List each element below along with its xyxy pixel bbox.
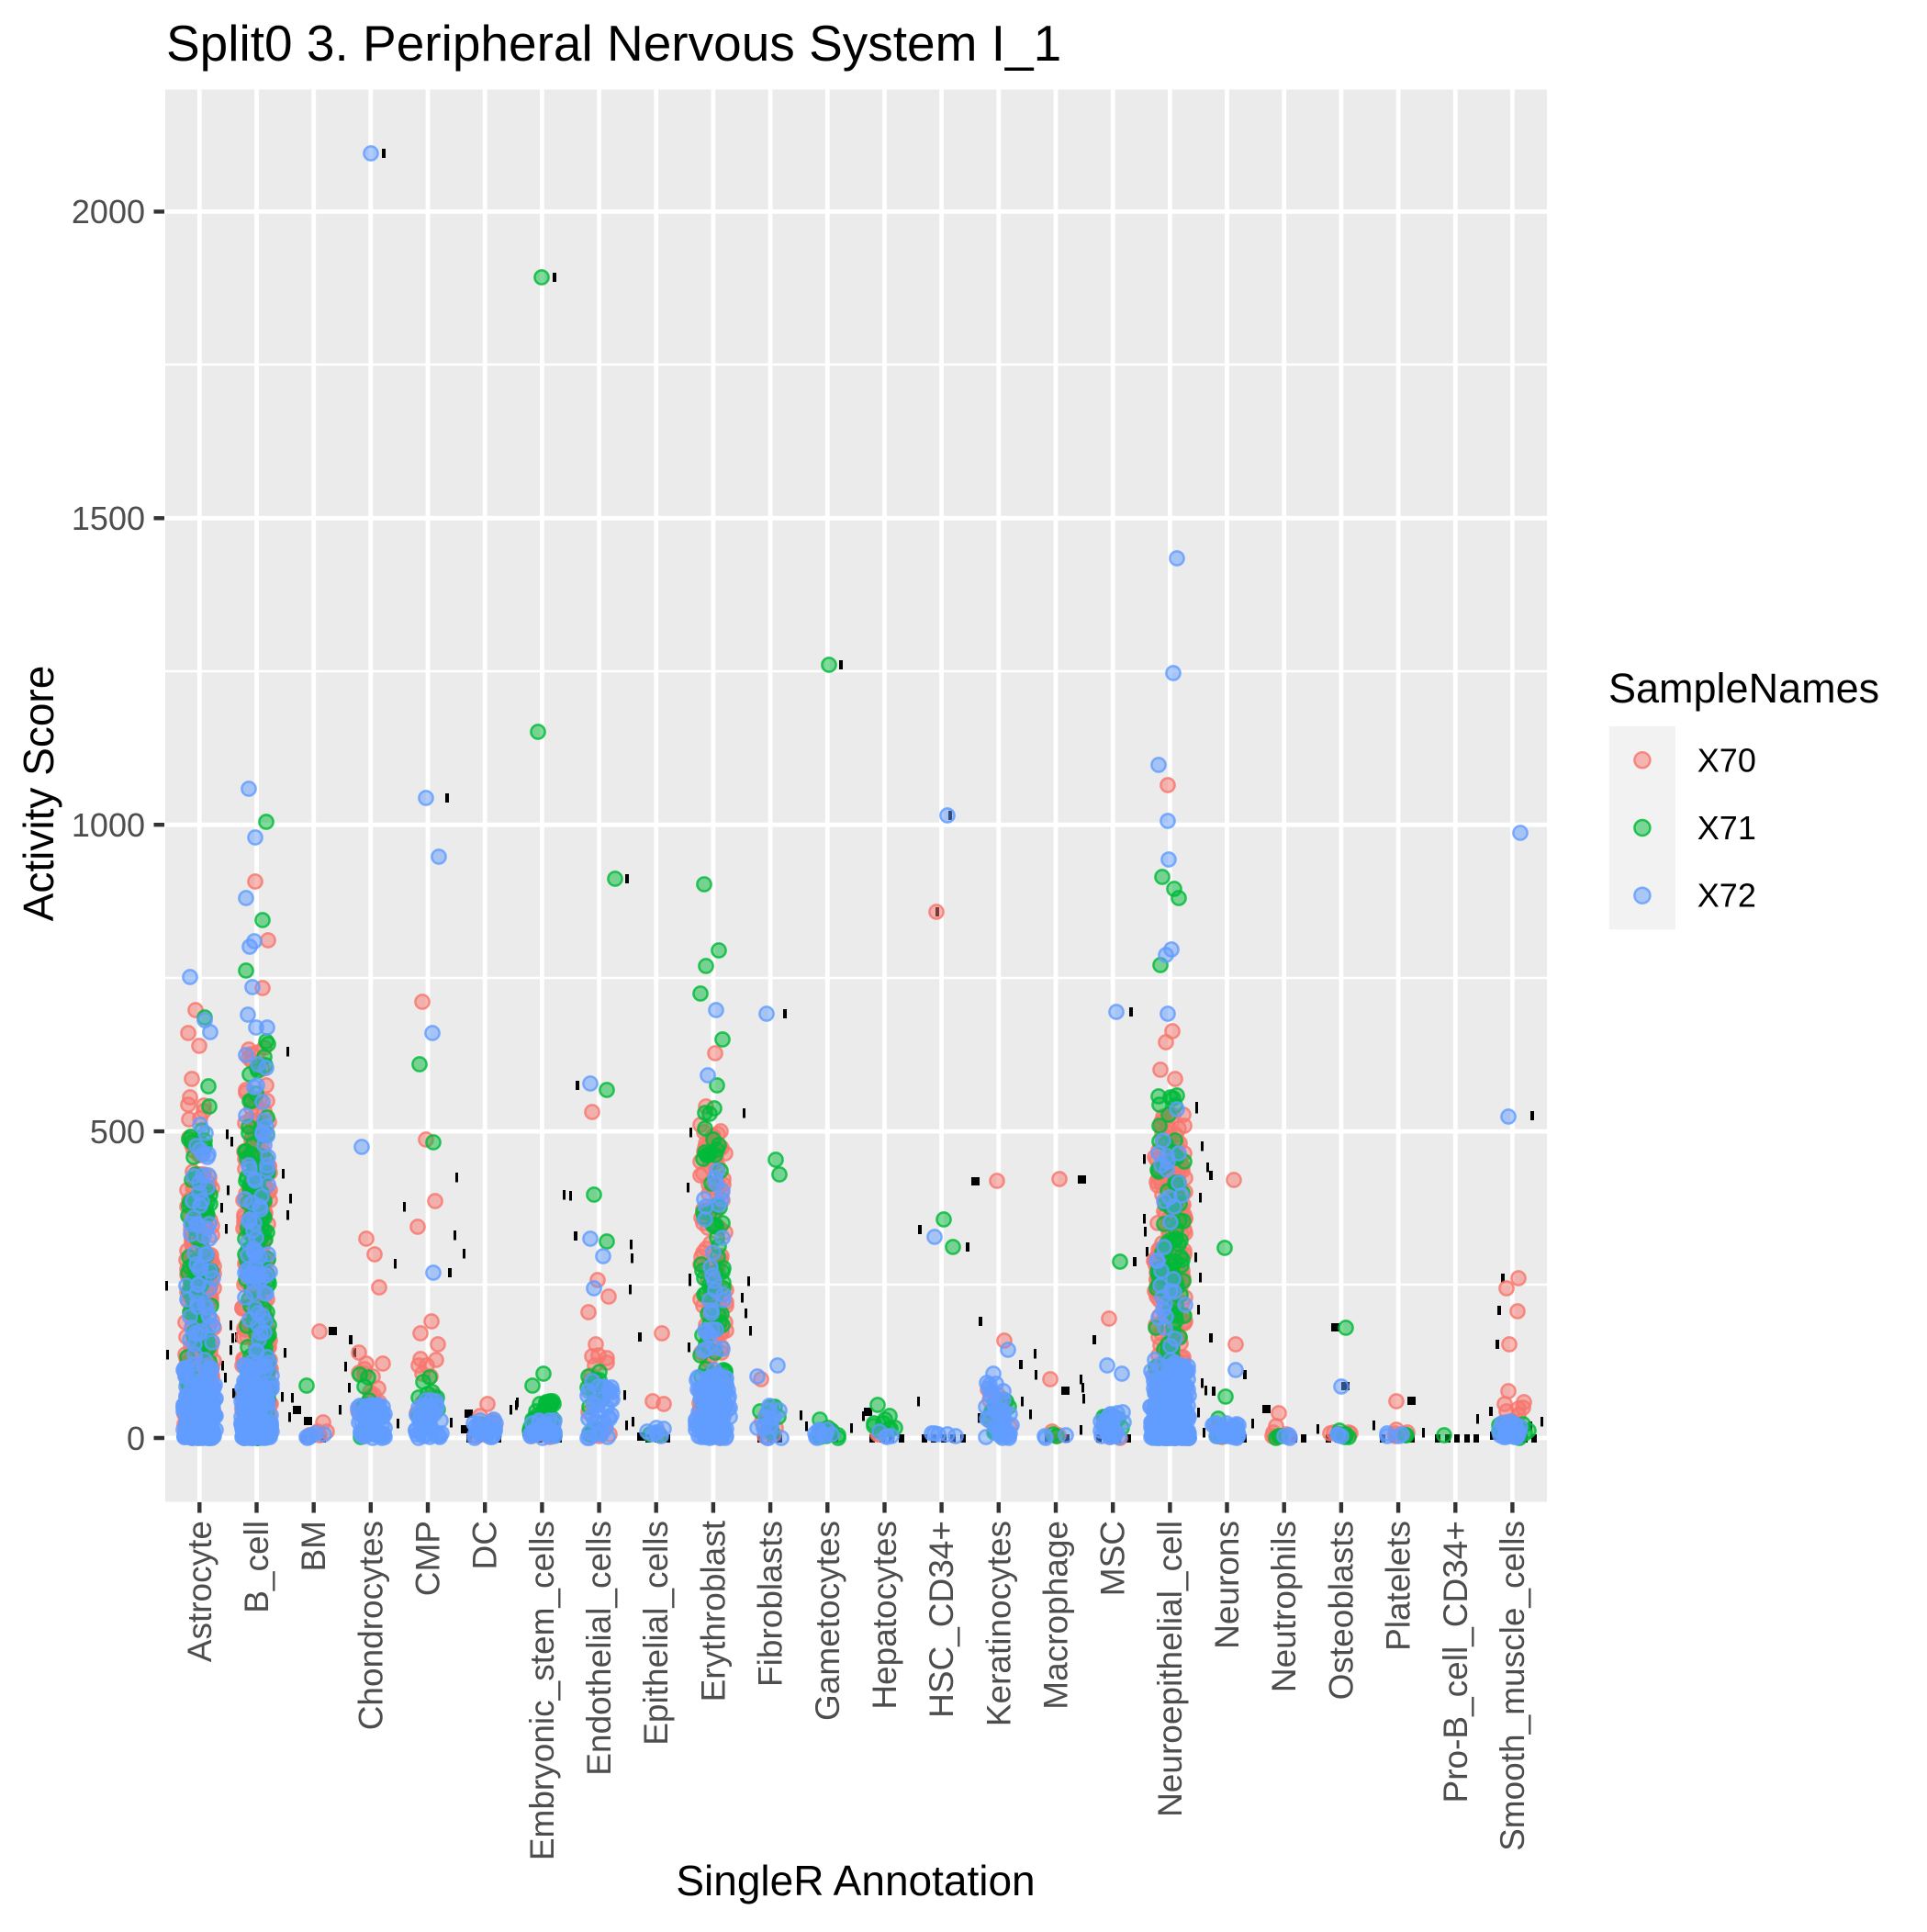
svg-text:DC: DC (466, 1521, 504, 1569)
svg-text:Activity Score: Activity Score (15, 666, 62, 922)
svg-text:Osteoblasts: Osteoblasts (1322, 1521, 1360, 1700)
svg-text:Split0 3. Peripheral Nervous S: Split0 3. Peripheral Nervous System I_1 (166, 15, 1061, 72)
svg-text:Neuroepithelial_cell: Neuroepithelial_cell (1151, 1521, 1189, 1817)
svg-text:Smooth_muscle_cells: Smooth_muscle_cells (1494, 1521, 1531, 1851)
svg-text:Macrophage: Macrophage (1037, 1521, 1075, 1710)
svg-text:500: 500 (90, 1113, 145, 1151)
svg-text:1000: 1000 (72, 806, 145, 844)
svg-text:B_cell: B_cell (238, 1521, 275, 1613)
svg-text:Hepatocytes: Hepatocytes (866, 1521, 903, 1710)
svg-text:MSC: MSC (1094, 1521, 1132, 1596)
svg-text:0: 0 (127, 1420, 145, 1457)
svg-text:BM: BM (295, 1521, 332, 1572)
svg-text:Epithelial_cells: Epithelial_cells (637, 1521, 675, 1746)
svg-text:X71: X71 (1697, 809, 1756, 847)
svg-text:CMP: CMP (409, 1521, 447, 1596)
svg-text:Pro-B_cell_CD34+: Pro-B_cell_CD34+ (1437, 1521, 1474, 1803)
svg-text:Neutrophils: Neutrophils (1265, 1521, 1303, 1692)
svg-text:Erythroblast: Erythroblast (694, 1520, 732, 1702)
svg-text:SingleR Annotation: SingleR Annotation (676, 1857, 1035, 1904)
svg-text:Endothelial_cells: Endothelial_cells (580, 1521, 618, 1776)
svg-text:Platelets: Platelets (1380, 1521, 1417, 1651)
svg-text:Chondrocytes: Chondrocytes (352, 1521, 389, 1730)
svg-text:SampleNames: SampleNames (1608, 665, 1879, 712)
svg-text:HSC_CD34+: HSC_CD34+ (923, 1521, 960, 1718)
svg-text:Neurons: Neurons (1208, 1521, 1246, 1649)
svg-text:Embryonic_stem_cells: Embryonic_stem_cells (523, 1521, 561, 1860)
svg-text:Fibroblasts: Fibroblasts (752, 1521, 790, 1687)
svg-text:X72: X72 (1697, 877, 1756, 915)
svg-text:Astrocyte: Astrocyte (181, 1521, 218, 1662)
svg-text:2000: 2000 (72, 193, 145, 230)
svg-text:X70: X70 (1697, 741, 1756, 779)
svg-text:Gametocytes: Gametocytes (809, 1521, 846, 1721)
svg-text:1500: 1500 (72, 500, 145, 537)
svg-text:Keratinocytes: Keratinocytes (980, 1521, 1017, 1726)
